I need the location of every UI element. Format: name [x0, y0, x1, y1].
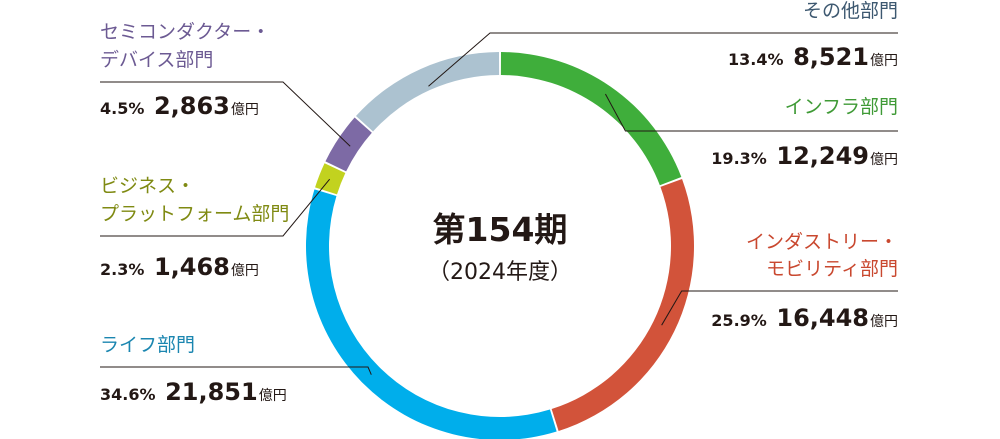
segment-unit-life: 億円 — [259, 388, 287, 404]
segment-name-life: ライフ部門 — [100, 334, 195, 356]
donut-slice-other — [355, 52, 500, 132]
segment-percent-other: 13.4% — [728, 50, 789, 69]
segment-name-semi: デバイス部門 — [100, 49, 213, 71]
segment-value-line-semi: 4.5% 2,863億円 — [100, 92, 259, 120]
segment-value-line-infra: 19.3% 12,249億円 — [711, 142, 898, 170]
donut-slice-industry — [551, 178, 694, 431]
donut-slice-business — [315, 163, 346, 195]
segment-percent-infra: 19.3% — [711, 149, 772, 168]
segment-unit-industry: 億円 — [870, 314, 898, 330]
segment-unit-infra: 億円 — [870, 152, 898, 168]
donut-slice-infra — [500, 52, 682, 186]
segment-name-industry: インダストリー・ — [746, 231, 898, 253]
segment-unit-business: 億円 — [231, 263, 259, 279]
leader-line-other — [428, 32, 898, 87]
segment-name-business: プラットフォーム部門 — [100, 203, 289, 225]
segment-percent-business: 2.3% — [100, 260, 150, 279]
segment-percent-life: 34.6% — [100, 385, 161, 404]
segment-percent-semi: 4.5% — [100, 99, 150, 118]
segment-unit-other: 億円 — [870, 53, 898, 69]
segment-value-line-other: 13.4% 8,521億円 — [728, 43, 898, 71]
segment-name-business: ビジネス・ — [100, 175, 195, 197]
segment-name-semi: セミコンダクター・ — [100, 21, 270, 43]
segment-unit-semi: 億円 — [231, 102, 259, 118]
segment-name-infra: インフラ部門 — [785, 96, 898, 118]
center-subtitle: （2024年度） — [428, 260, 572, 285]
segment-name-industry: モビリティ部門 — [766, 258, 898, 280]
donut-ring — [306, 52, 694, 439]
segment-value-other: 8,521 — [793, 43, 869, 71]
center-title: 第154期 — [433, 210, 568, 249]
leader-line-life — [100, 366, 372, 375]
segment-value-line-life: 34.6% 21,851億円 — [100, 378, 287, 406]
leader-line-industry — [661, 290, 898, 326]
segment-value-industry: 16,448 — [776, 304, 869, 332]
segment-value-semi: 2,863 — [154, 92, 230, 120]
segment-value-line-business: 2.3% 1,468億円 — [100, 253, 259, 281]
segment-value-line-industry: 25.9% 16,448億円 — [711, 304, 898, 332]
segment-percent-industry: 25.9% — [711, 311, 772, 330]
leader-lines — [100, 32, 898, 375]
leader-line-infra — [604, 93, 898, 132]
segment-name-other: その他部門 — [803, 0, 898, 22]
segment-value-life: 21,851 — [165, 378, 258, 406]
donut-slice-life — [306, 189, 557, 439]
leader-line-semi — [100, 81, 351, 147]
leader-line-business — [100, 178, 331, 237]
segment-value-business: 1,468 — [154, 253, 230, 281]
segment-value-infra: 12,249 — [776, 142, 869, 170]
